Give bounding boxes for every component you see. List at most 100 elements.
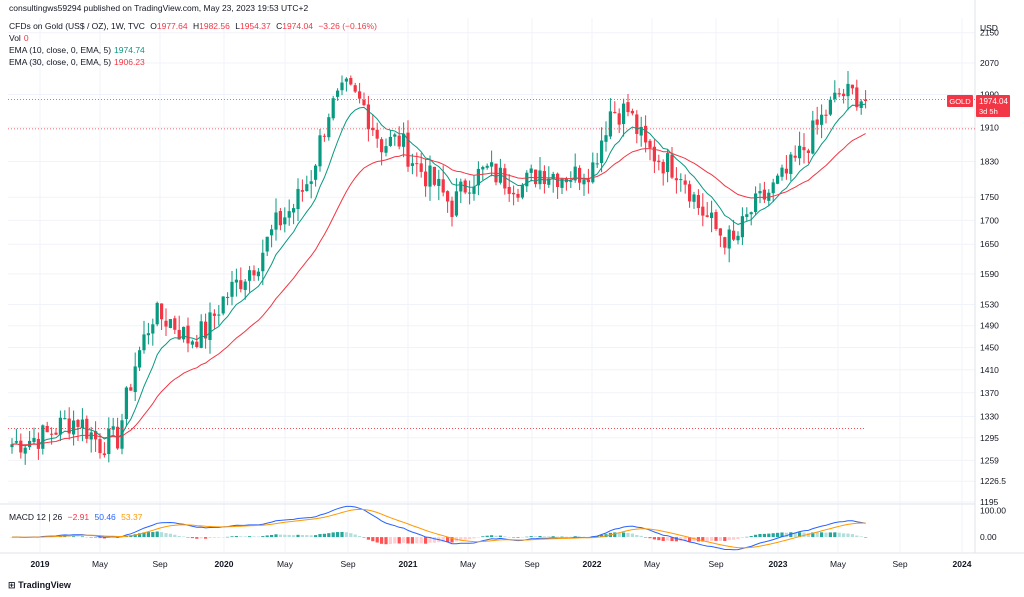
- candle-body: [98, 439, 102, 454]
- macd-histogram-bar: [155, 531, 159, 538]
- macd-histogram-bar: [261, 536, 265, 538]
- macd-histogram-bar: [842, 533, 846, 538]
- candle-body: [626, 102, 630, 113]
- macd-histogram-bar: [476, 537, 480, 538]
- candle-body: [485, 165, 489, 168]
- candle-body: [688, 184, 692, 202]
- macd-histogram-bar: [635, 535, 639, 538]
- macd-histogram-bar: [472, 537, 476, 539]
- macd-histogram-bar: [542, 536, 546, 538]
- macd-histogram-bar: [705, 537, 709, 542]
- candle-body: [366, 104, 370, 130]
- candle-body: [833, 92, 837, 100]
- macd-histogram-bar: [300, 534, 304, 538]
- ema10-line: [11, 103, 866, 447]
- candle-body: [481, 166, 485, 170]
- macd-histogram-bar: [221, 537, 225, 538]
- volume-legend: Vol 0: [9, 33, 32, 43]
- macd-histogram-bar: [314, 535, 318, 538]
- macd-label: MACD 12 | 26: [9, 512, 63, 522]
- candle-body: [177, 329, 181, 340]
- macd-histogram-bar: [160, 532, 164, 538]
- macd-histogram-bar: [661, 537, 665, 541]
- candle-body: [674, 178, 678, 181]
- price-tick-label: 1590: [980, 269, 999, 279]
- candle-body: [217, 314, 221, 316]
- macd-histogram-bar: [657, 537, 661, 541]
- candle-body: [749, 212, 753, 215]
- macd-histogram-bar: [80, 536, 84, 538]
- close-label: C: [276, 21, 283, 31]
- price-tick-label: 1330: [980, 411, 999, 421]
- candle-body: [300, 190, 304, 192]
- macd-histogram-bar: [727, 537, 731, 541]
- candle-body: [551, 173, 555, 179]
- macd-histogram-bar: [441, 537, 445, 543]
- time-tick-label: May: [460, 559, 477, 569]
- macd-histogram-bar: [564, 536, 568, 538]
- candle-body: [23, 447, 27, 454]
- macd-histogram-bar: [177, 535, 181, 538]
- candle-body: [124, 387, 128, 420]
- macd-histogram-bar: [582, 536, 586, 538]
- candle-body: [468, 192, 472, 194]
- candle-body: [652, 146, 656, 162]
- macd-histogram-bar: [688, 537, 692, 542]
- candle-body: [459, 181, 463, 192]
- candle-body: [331, 98, 335, 119]
- low-label: L: [235, 21, 240, 31]
- candle-body: [846, 83, 850, 97]
- macd-histogram-bar: [450, 537, 454, 543]
- candle-body: [72, 420, 76, 435]
- candle-body: [740, 216, 744, 238]
- price-tick-label: 2150: [980, 28, 999, 38]
- candle-body: [758, 191, 762, 194]
- candle-body: [661, 161, 665, 174]
- candle-body: [591, 162, 595, 183]
- macd-histogram-bar: [507, 536, 511, 538]
- candle-body: [208, 312, 212, 340]
- price-tick-label: 1226.5: [980, 476, 1006, 486]
- time-tick-label: 2022: [583, 559, 602, 569]
- macd-histogram-bar: [547, 536, 551, 538]
- macd-histogram-bar: [714, 537, 718, 541]
- macd-histogram-bar: [723, 537, 727, 541]
- macd-histogram-bar: [89, 537, 93, 538]
- macd-histogram-bar: [692, 537, 696, 542]
- candle-body: [494, 163, 498, 183]
- macd-histogram-bar: [828, 532, 832, 538]
- macd-histogram-bar: [419, 537, 423, 544]
- macd-histogram-bar: [573, 536, 577, 538]
- macd-histogram-bar: [252, 536, 256, 538]
- macd-histogram-bar: [340, 531, 344, 538]
- macd-histogram-bar: [855, 535, 859, 538]
- candle-body: [63, 418, 67, 420]
- candle-body: [102, 453, 106, 456]
- macd-histogram-bar: [270, 534, 274, 538]
- price-tag-symbol-box: [947, 94, 973, 107]
- macd-histogram-bar: [718, 537, 722, 541]
- macd-histogram-bar: [670, 537, 674, 542]
- volume-label: Vol: [9, 33, 21, 43]
- macd-histogram-bar: [538, 536, 542, 538]
- macd-histogram-bar: [762, 533, 766, 538]
- candle-body: [358, 91, 362, 99]
- candle-body: [617, 113, 621, 125]
- candle-body: [292, 208, 296, 213]
- candle-body: [476, 168, 480, 186]
- macd-histogram-bar: [820, 532, 824, 538]
- time-tick-label: 2021: [399, 559, 418, 569]
- tradingview-logo[interactable]: ⊞ TradingView: [8, 580, 71, 591]
- candle-body: [45, 425, 49, 433]
- macd-histogram-bar: [767, 533, 771, 538]
- macd-histogram-bar: [798, 532, 802, 538]
- candle-body: [353, 85, 357, 92]
- macd-histogram-bar: [362, 537, 366, 538]
- candle-body: [512, 192, 516, 195]
- macd-histogram-bar: [173, 534, 177, 538]
- candle-body: [534, 169, 538, 185]
- macd-histogram-bar: [674, 537, 678, 542]
- macd-histogram-bar: [652, 537, 656, 540]
- candle-body: [340, 82, 344, 91]
